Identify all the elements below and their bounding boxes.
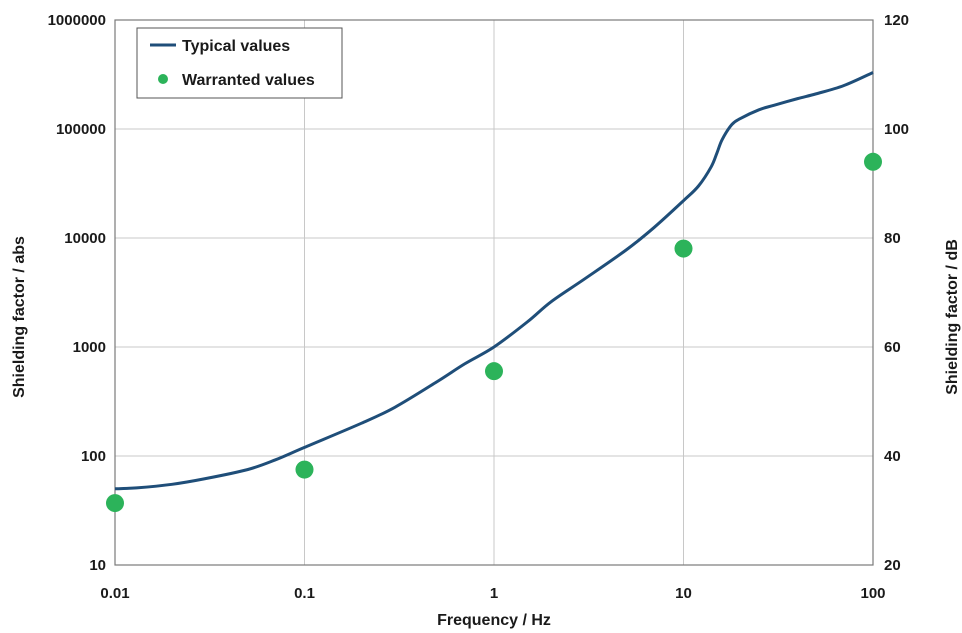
x-tick-labels: 0.01 0.1 1 10 100: [100, 585, 885, 602]
x-axis-title: Frequency / Hz: [437, 612, 551, 629]
grid: [114, 19, 874, 566]
y-tick-label: 1000: [73, 339, 106, 356]
y2-tick-label: 120: [884, 12, 909, 29]
y2-tick-label: 100: [884, 121, 909, 138]
x-tick-label: 0.01: [100, 585, 129, 602]
warranted-point-2: [485, 362, 503, 381]
legend-typical-label: Typical values: [182, 38, 290, 55]
y2-axis-title: Shielding factor / dB: [944, 239, 961, 395]
warranted-point-4: [864, 152, 882, 171]
y2-tick-label: 60: [884, 339, 901, 356]
warranted-values-points: [106, 152, 882, 513]
warranted-point-3: [674, 239, 693, 258]
y-tick-label: 100: [81, 448, 106, 465]
y-tick-label: 10000: [64, 230, 106, 247]
x-tick-label: 100: [860, 585, 885, 602]
y2-tick-label: 20: [884, 557, 901, 574]
y-tick-label: 10: [89, 557, 106, 574]
y-tick-label: 100000: [56, 121, 106, 138]
legend-warranted-swatch: [158, 74, 168, 84]
x-tick-label: 10: [675, 585, 692, 602]
legend-warranted-label: Warranted values: [182, 72, 315, 89]
y-tick-labels: 10 100 1000 10000 100000 1000000: [48, 12, 106, 574]
y2-tick-label: 80: [884, 230, 901, 247]
legend: Typical values Warranted values: [136, 27, 343, 99]
y-tick-label: 1000000: [48, 12, 106, 29]
typical-values-line: [114, 71, 874, 491]
y2-tick-labels: 20 40 60 80 100 120: [884, 12, 909, 574]
x-tick-label: 1: [490, 585, 498, 602]
warranted-point-1: [295, 460, 314, 479]
warranted-point-0: [106, 494, 124, 513]
legend-box: [136, 27, 343, 99]
x-tick-label: 0.1: [294, 585, 315, 602]
y-axis-title: Shielding factor / abs: [11, 236, 28, 398]
plot-frame: [114, 19, 874, 566]
y2-tick-label: 40: [884, 448, 901, 465]
